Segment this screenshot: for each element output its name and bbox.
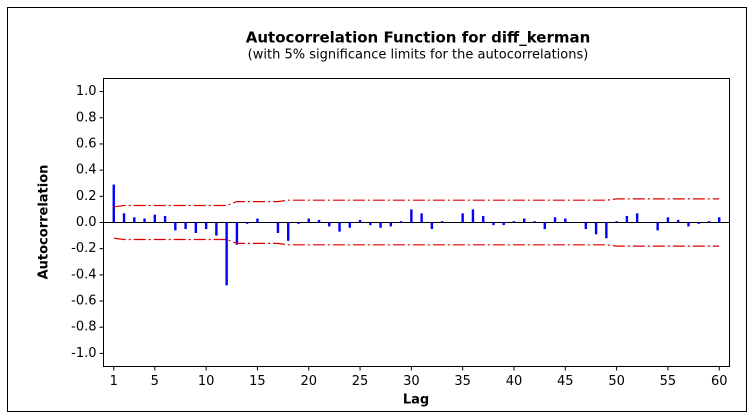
x-tick-label: 15 — [249, 374, 266, 389]
y-tick-label: -0.4 — [71, 267, 96, 282]
acf-bar — [625, 215, 629, 223]
acf-bar — [184, 222, 187, 230]
x-tick-label: 55 — [660, 374, 677, 389]
acf-bar — [338, 222, 341, 232]
acf-bar — [718, 217, 721, 223]
acf-bar — [697, 222, 700, 224]
acf-bar — [523, 218, 526, 223]
acf-bar — [143, 218, 146, 223]
acf-bar — [389, 222, 393, 227]
acf-bar — [584, 222, 588, 230]
y-tick-label: -1.0 — [71, 346, 96, 361]
acf-bar — [440, 221, 444, 223]
acf-bar — [328, 222, 331, 227]
acf-bar — [615, 221, 618, 223]
y-tick-label: 0.2 — [76, 189, 97, 204]
acf-bar — [574, 222, 577, 223]
acf-bar — [174, 222, 177, 231]
acf-bar — [564, 218, 567, 223]
acf-bar — [235, 222, 239, 245]
significance-limit — [113, 198, 720, 208]
acf-bar — [482, 215, 485, 223]
x-tick-label: 25 — [352, 374, 369, 389]
y-tick-label: 0.4 — [76, 163, 97, 178]
acf-bar — [194, 222, 198, 233]
acf-bar — [204, 222, 208, 230]
y-tick-label: -0.8 — [71, 320, 96, 335]
acf-bar — [461, 213, 464, 223]
x-tick-label: 5 — [151, 374, 159, 389]
acf-bar — [379, 222, 382, 228]
acf-bar — [133, 217, 136, 223]
acf-bar — [225, 222, 228, 286]
acf-bar — [287, 222, 290, 241]
acf-bar — [307, 218, 310, 223]
acf-bar — [317, 219, 321, 223]
acf-bar — [358, 219, 362, 223]
acf-bar — [492, 222, 495, 226]
y-axis-label: Autocorrelation — [37, 165, 52, 280]
acf-bar — [163, 215, 167, 223]
acf-bar — [553, 217, 557, 223]
acf-bar — [543, 222, 546, 230]
x-tick-label: 30 — [403, 374, 420, 389]
acf-bar — [471, 209, 475, 223]
acf-bar — [512, 221, 516, 223]
x-tick-label: 20 — [300, 374, 317, 389]
acf-bar — [707, 221, 711, 223]
acf-bar — [297, 222, 300, 224]
acf-bar — [533, 221, 536, 223]
acf-bar — [153, 214, 157, 223]
x-tick-label: 1 — [110, 374, 118, 389]
acf-bar — [215, 222, 218, 236]
acf-bar — [112, 184, 115, 223]
acf-bar — [348, 222, 351, 228]
significance-limit — [113, 237, 720, 247]
acf-bar — [245, 222, 249, 224]
acf-bar — [276, 222, 280, 233]
acf-bar — [666, 217, 670, 223]
acf-bar — [122, 213, 126, 223]
acf-bar — [399, 221, 403, 223]
acf-bar — [635, 213, 639, 223]
y-tick-label: 0.8 — [76, 110, 97, 125]
x-tick-label: 35 — [454, 374, 471, 389]
x-tick-label: 45 — [557, 374, 574, 389]
acf-bar — [369, 222, 372, 226]
chart-subtitle: (with 5% significance limits for the aut… — [248, 48, 589, 63]
acf-bar — [605, 222, 608, 239]
acf-bar — [451, 222, 454, 223]
frame — [7, 7, 747, 412]
acf-bar — [687, 222, 690, 227]
y-tick-label: 0.6 — [76, 136, 97, 151]
y-tick-label: 1.0 — [76, 84, 97, 99]
x-tick-label: 10 — [198, 374, 215, 389]
x-tick-label: 60 — [711, 374, 728, 389]
acf-bar — [656, 222, 659, 231]
x-tick-label: 50 — [608, 374, 625, 389]
acf-bar — [410, 209, 413, 223]
y-tick-label: -0.6 — [71, 294, 96, 309]
x-axis-label: Lag — [403, 393, 429, 408]
chart-title: Autocorrelation Function for diff_kerman — [246, 29, 591, 47]
x-tick-label: 40 — [506, 374, 523, 389]
acf-bar — [646, 222, 649, 223]
acf-bar — [502, 222, 505, 226]
acf-bar — [420, 213, 423, 223]
y-tick-label: -0.2 — [71, 241, 96, 256]
acf-bar — [266, 222, 269, 223]
acf-bar — [594, 222, 598, 235]
acf-bar — [256, 218, 259, 223]
acf-bar — [430, 222, 434, 230]
y-tick-label: 0.0 — [76, 215, 97, 230]
acf-bar — [676, 219, 680, 223]
